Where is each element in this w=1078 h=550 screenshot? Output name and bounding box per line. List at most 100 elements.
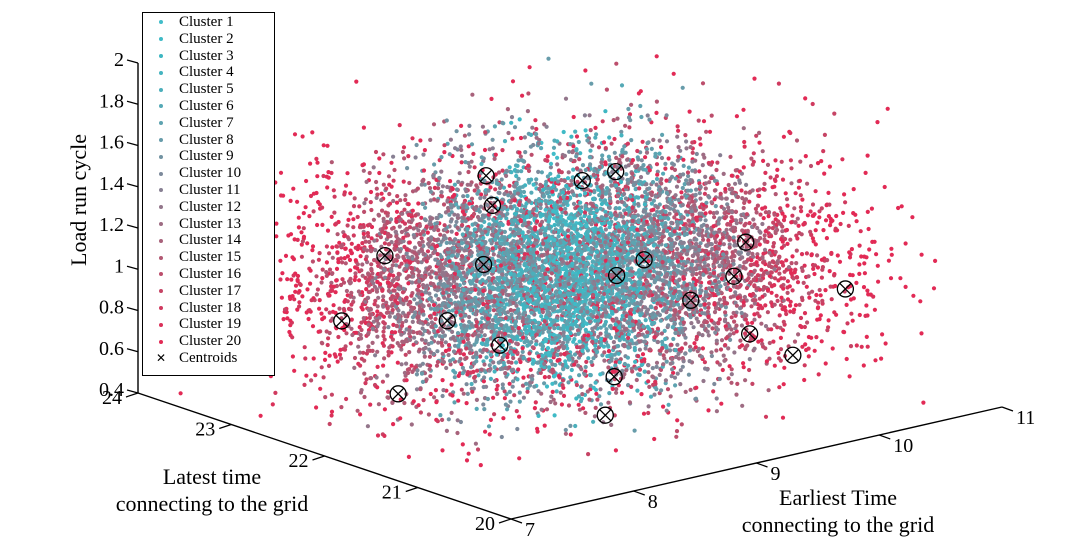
data-point: [332, 194, 337, 199]
data-point: [613, 448, 619, 453]
data-point: [759, 321, 764, 326]
data-point: [757, 130, 762, 135]
data-point: [760, 149, 765, 154]
data-point: [668, 348, 673, 353]
data-point: [448, 219, 453, 224]
data-point: [399, 261, 404, 266]
data-point: [604, 327, 609, 332]
data-point: [678, 382, 683, 387]
data-point: [550, 389, 555, 394]
data-point: [453, 237, 458, 242]
data-point: [742, 294, 748, 300]
data-point: [797, 302, 802, 307]
data-point: [783, 191, 788, 196]
data-point: [569, 134, 574, 139]
data-point: [782, 365, 787, 370]
data-point: [354, 79, 359, 84]
data-point: [507, 183, 512, 188]
data-point: [614, 390, 619, 395]
data-point: [436, 297, 441, 302]
data-point: [358, 390, 364, 395]
data-point: [432, 395, 437, 400]
data-point: [778, 303, 784, 308]
data-point: [366, 234, 371, 239]
data-point: [779, 245, 785, 250]
data-point: [417, 347, 422, 352]
data-point: [650, 366, 655, 371]
data-point: [531, 182, 536, 187]
data-point: [526, 168, 532, 173]
data-point: [766, 388, 771, 393]
data-point: [522, 135, 528, 140]
data-point: [741, 107, 746, 112]
data-point: [706, 323, 711, 328]
data-point: [554, 187, 559, 192]
data-point: [494, 387, 499, 392]
data-point: [309, 298, 314, 303]
data-point: [440, 448, 445, 453]
data-point: [798, 323, 803, 329]
data-point: [757, 229, 762, 234]
data-point: [910, 215, 915, 220]
data-point: [412, 245, 418, 250]
data-point: [701, 119, 707, 124]
data-point: [785, 290, 790, 295]
data-point: [640, 352, 646, 357]
data-point: [507, 389, 512, 394]
data-point: [690, 150, 695, 155]
data-point: [798, 159, 803, 164]
data-point: [399, 347, 404, 352]
data-point: [731, 235, 736, 240]
data-point: [488, 376, 493, 381]
data-point: [382, 321, 387, 326]
data-point: [676, 145, 681, 150]
data-point: [403, 193, 408, 198]
data-point: [436, 228, 441, 233]
data-point: [352, 196, 357, 201]
data-point: [780, 211, 785, 216]
data-point: [727, 364, 732, 369]
data-point: [647, 347, 653, 352]
data-point: [538, 246, 543, 252]
data-point: [675, 247, 680, 252]
data-point: [777, 271, 782, 276]
data-point: [866, 292, 871, 297]
data-point: [558, 390, 563, 395]
data-point: [788, 130, 793, 136]
data-point: [664, 139, 670, 144]
data-point: [465, 391, 470, 396]
data-point: [427, 291, 432, 296]
data-point: [467, 201, 472, 206]
data-point: [556, 174, 561, 179]
data-point: [737, 264, 743, 269]
data-point: [297, 300, 302, 305]
data-point: [837, 259, 843, 264]
data-point: [363, 197, 368, 202]
data-point: [818, 293, 823, 298]
data-point: [700, 81, 706, 86]
data-point: [665, 387, 671, 392]
data-point: [348, 341, 353, 346]
data-point: [500, 386, 505, 391]
data-point: [509, 360, 514, 365]
data-point: [440, 417, 445, 422]
data-point: [405, 232, 410, 237]
data-point: [431, 351, 436, 357]
data-point: [718, 347, 724, 352]
data-point: [599, 201, 605, 207]
data-point: [570, 150, 575, 155]
data-point: [321, 375, 326, 380]
data-point: [746, 251, 751, 257]
data-point: [683, 351, 688, 356]
data-point: [749, 304, 754, 309]
data-point: [316, 257, 321, 262]
data-point: [579, 384, 584, 389]
data-point: [800, 297, 805, 303]
data-point: [514, 409, 519, 414]
data-point: [843, 200, 848, 205]
data-point: [351, 233, 356, 238]
data-point: [496, 360, 501, 365]
data-point: [491, 360, 496, 365]
data-point: [313, 373, 318, 378]
data-point: [559, 402, 565, 407]
